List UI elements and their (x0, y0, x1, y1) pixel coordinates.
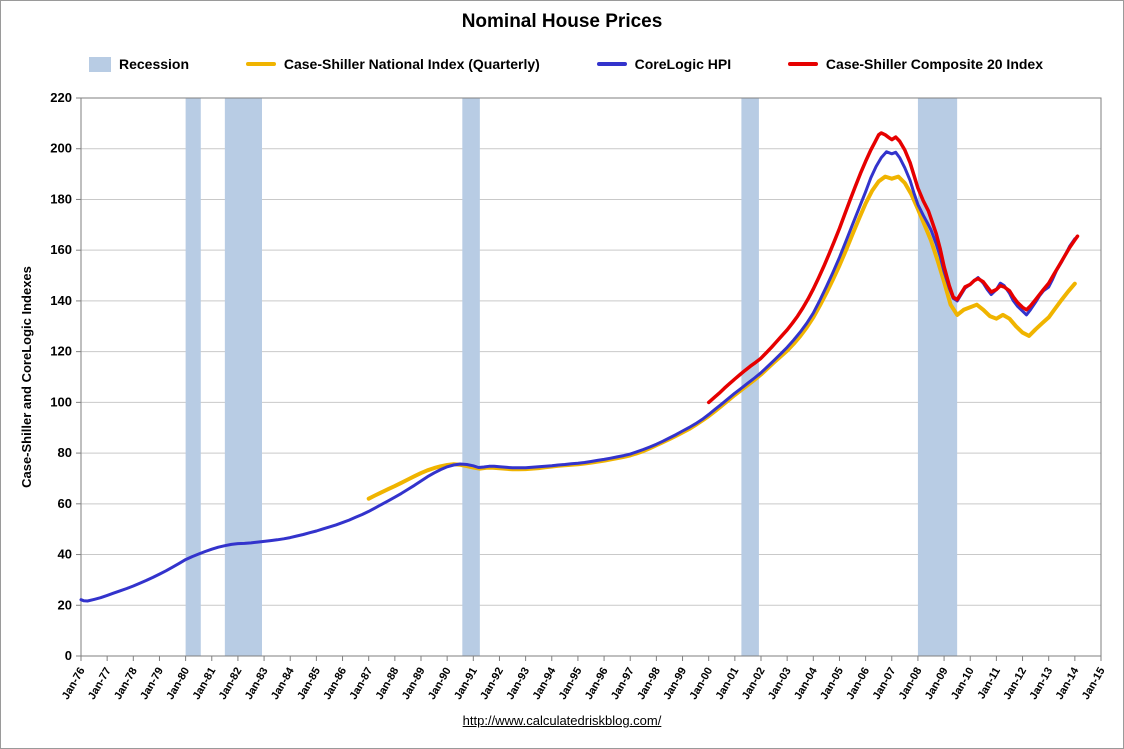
x-tick-label: Jan-81 (191, 666, 219, 702)
chart-title: Nominal House Prices (461, 11, 663, 32)
x-tick-label: Jan-95 (557, 666, 585, 702)
composite20-line-swatch (787, 62, 818, 66)
y-tick-label: 220 (50, 90, 72, 105)
recession-band (741, 98, 759, 656)
x-tick-label: Jan-02 (740, 666, 768, 702)
x-tick-label: Jan-11 (975, 666, 1003, 702)
legend-label: Case-Shiller Composite 20 Index (825, 56, 1043, 72)
recession-band (185, 98, 201, 656)
y-tick-label: 0 (65, 648, 72, 663)
x-tick-label: Jan-14 (1054, 665, 1082, 702)
x-tick-label: Jan-80 (164, 666, 192, 702)
x-tick-label: Jan-06 (844, 666, 872, 702)
x-tick-label: Jan-87 (347, 666, 375, 702)
x-tick-label: Jan-76 (60, 666, 88, 702)
y-tick-label: 140 (50, 293, 72, 308)
x-tick-label: Jan-79 (138, 666, 166, 702)
chart-legend: Recession Case-Shiller National Index (Qu… (89, 53, 1043, 75)
y-tick-label: 200 (50, 141, 72, 156)
x-tick-label: Jan-09 (923, 666, 951, 702)
x-tick-label: Jan-10 (949, 666, 977, 702)
x-tick-label: Jan-12 (1001, 666, 1029, 702)
corelogic-hpi-line-swatch (596, 62, 627, 66)
footer-link[interactable]: http://www.calculatedriskblog.com/ (462, 713, 662, 728)
legend-item: CoreLogic HPI (596, 56, 732, 72)
recession-band (462, 98, 480, 656)
y-tick-label: 160 (50, 242, 72, 257)
x-tick-label: Jan-08 (897, 666, 925, 702)
legend-item: Case-Shiller Composite 20 Index (787, 56, 1043, 72)
y-tick-label: 100 (50, 394, 72, 409)
legend-item: Case-Shiller National Index (Quarterly) (245, 56, 540, 72)
x-tick-label: Jan-93 (504, 666, 532, 702)
x-tick-label: Jan-91 (452, 666, 480, 702)
x-tick-label: Jan-84 (269, 665, 297, 702)
series-case-shiller-composite-20-index (706, 131, 1080, 405)
legend-label: Case-Shiller National Index (Quarterly) (283, 56, 540, 72)
y-axis-title: Case-Shiller and CoreLogic Indexes (19, 266, 34, 488)
x-tick-label: Jan-00 (687, 666, 715, 702)
y-tick-label: 120 (50, 344, 72, 359)
national-index-line-swatch (245, 62, 276, 66)
legend-label: Recession (119, 56, 190, 72)
y-tick-label: 40 (58, 547, 72, 562)
x-tick-label: Jan-15 (1080, 666, 1108, 702)
y-tick-label: 20 (58, 597, 72, 612)
x-tick-label: Jan-83 (243, 666, 271, 702)
x-tick-label: Jan-88 (374, 666, 402, 702)
x-tick-label: Jan-03 (766, 666, 794, 702)
x-tick-label: Jan-82 (217, 666, 245, 702)
y-tick-label: 180 (50, 191, 72, 206)
x-tick-label: Jan-94 (531, 665, 559, 702)
x-tick-label: Jan-07 (871, 666, 899, 702)
x-tick-label: Jan-13 (1027, 666, 1055, 702)
x-tick-label: Jan-96 (583, 666, 611, 702)
recession-band (224, 98, 262, 656)
y-tick-label: 80 (58, 445, 72, 460)
footer: http://www.calculatedriskblog.com/ (1, 713, 1123, 728)
legend-item: Recession (89, 56, 189, 72)
x-tick-label: Jan-78 (112, 666, 140, 702)
x-tick-label: Jan-92 (478, 666, 506, 702)
x-tick-label: Jan-05 (818, 666, 846, 702)
recession-band (917, 98, 958, 656)
x-tick-label: Jan-04 (792, 665, 820, 702)
x-tick-label: Jan-98 (635, 666, 663, 702)
y-tick-label: 60 (58, 496, 72, 511)
x-tick-label: Jan-89 (400, 666, 428, 702)
x-tick-label: Jan-99 (661, 666, 689, 702)
x-tick-label: Jan-90 (426, 666, 454, 702)
legend-label: CoreLogic HPI (634, 56, 732, 72)
recession-band-swatch (89, 56, 111, 72)
x-tick-label: Jan-97 (609, 666, 637, 702)
x-tick-label: Jan-77 (86, 666, 114, 702)
x-tick-label: Jan-85 (295, 666, 323, 702)
x-tick-label: Jan-01 (714, 666, 742, 702)
x-tick-label: Jan-86 (321, 666, 349, 702)
plot-border (80, 97, 1102, 657)
